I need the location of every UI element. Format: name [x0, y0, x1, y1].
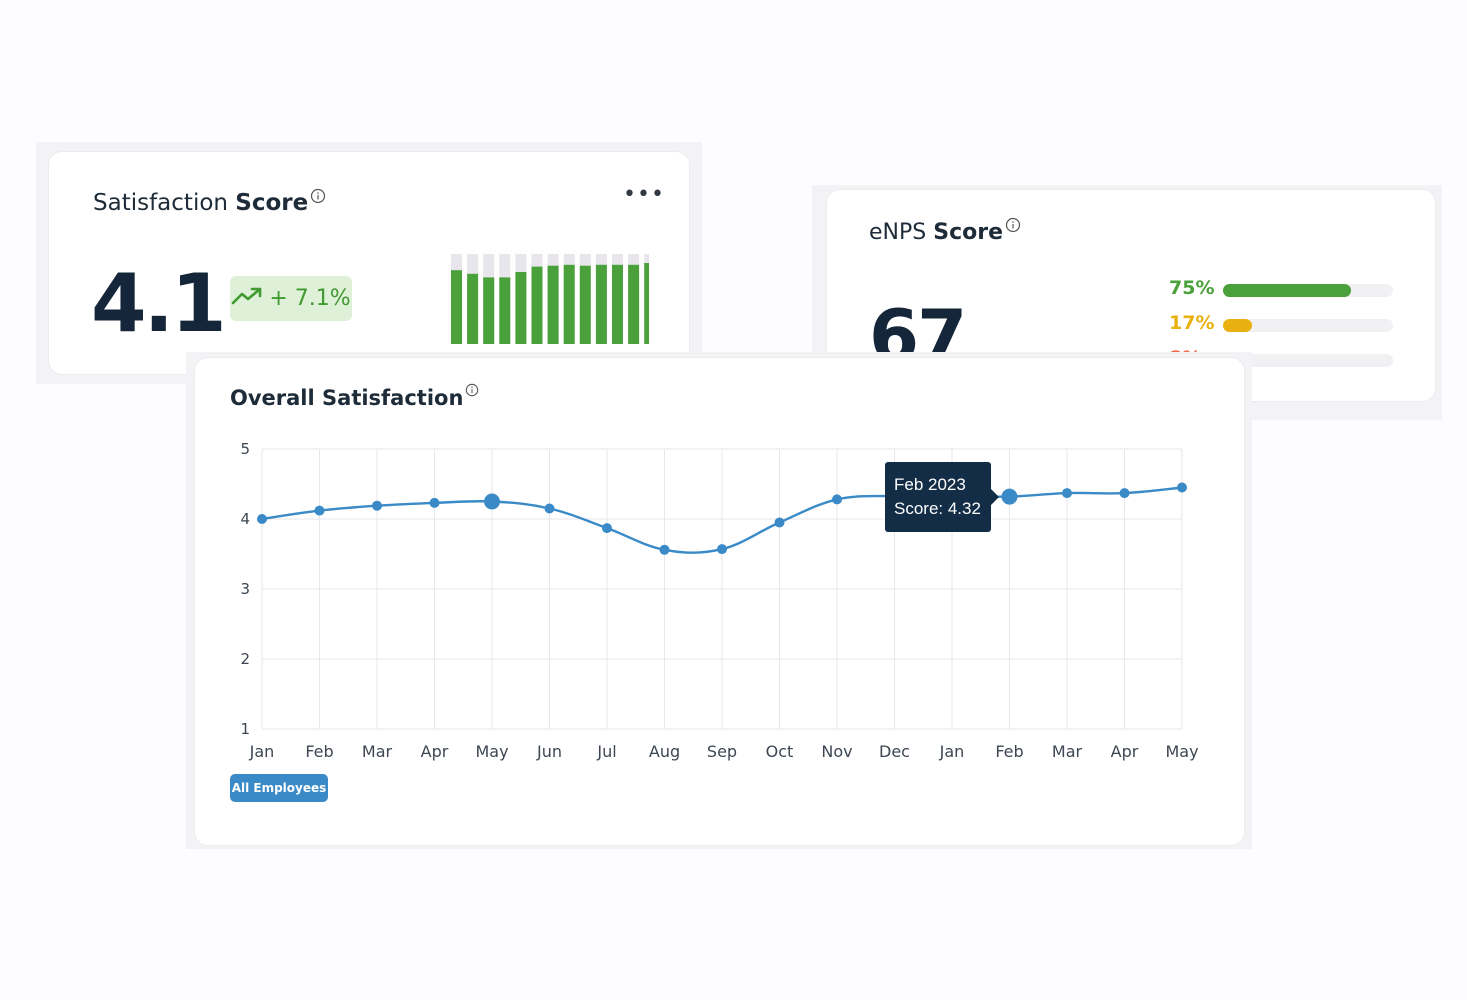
mini-bar	[531, 266, 543, 344]
mini-bar	[483, 277, 495, 344]
overall-satisfaction-card: Overall Satisfaction 1 2 3 4 5 Jan Feb Mar Apr Ma…	[194, 357, 1245, 846]
mini-bar	[499, 277, 511, 344]
x-tick-label: Jan	[249, 742, 275, 761]
y-tick-label: 3	[240, 580, 250, 598]
title-bold: Score	[933, 220, 1003, 245]
y-tick-label: 4	[240, 510, 250, 528]
trend-badge: + 7.1%	[230, 276, 352, 321]
mini-bar	[644, 263, 649, 344]
enps-bar-track	[1223, 284, 1393, 297]
tooltip-date: Feb 2023	[894, 475, 966, 494]
mini-bar	[547, 265, 559, 344]
x-tick-label: Apr	[421, 742, 449, 761]
trend-value: + 7.1%	[269, 286, 351, 311]
x-tick-label: Nov	[821, 742, 852, 761]
enps-bar-fill	[1223, 319, 1252, 332]
info-icon[interactable]	[1005, 214, 1021, 239]
enps-row-label: 75%	[1169, 277, 1215, 299]
y-tick-label: 1	[240, 720, 250, 738]
overall-title-text: Overall Satisfaction	[230, 386, 464, 410]
mini-bar	[451, 270, 462, 344]
data-point[interactable]	[717, 544, 727, 555]
mini-bar	[612, 264, 623, 344]
info-icon[interactable]	[465, 378, 479, 402]
mini-bar-chart	[451, 254, 649, 344]
data-point[interactable]	[659, 544, 670, 555]
x-tick-label: Mar	[362, 742, 393, 761]
tooltip-score: Score: 4.32	[894, 499, 981, 518]
more-options-button[interactable]: •••	[623, 182, 665, 207]
satisfaction-card-title: Satisfaction Score	[93, 188, 326, 216]
data-point[interactable]	[429, 497, 440, 508]
enps-card-title: eNPS Score	[869, 217, 1021, 245]
enps-bar-track	[1223, 319, 1393, 332]
satisfaction-score-card: Satisfaction Score ••• 4.1 + 7.1%	[48, 151, 690, 375]
overall-line-chart: 1 2 3 4 5 Jan Feb Mar Apr May Jun Jul Aug Sep Oct Nov De…	[240, 440, 1198, 761]
chart-tooltip: Feb 2023 Score: 4.32	[885, 462, 999, 532]
y-tick-label: 2	[240, 650, 250, 668]
enps-bar-fill	[1223, 284, 1351, 297]
enps-row-label: 17%	[1169, 312, 1215, 334]
x-tick-label: May	[475, 742, 508, 761]
title-bold: Score	[235, 190, 309, 216]
overall-card-title: Overall Satisfaction	[230, 383, 479, 410]
data-point[interactable]	[314, 505, 325, 516]
enps-row-passives: 17%	[1169, 312, 1409, 335]
data-point[interactable]	[372, 500, 382, 511]
mini-bar	[595, 264, 607, 344]
trend-up-icon	[231, 286, 263, 312]
mini-bar	[579, 265, 591, 344]
mini-bar	[563, 264, 575, 344]
satisfaction-score-value: 4.1	[91, 257, 227, 350]
enps-row-promoters: 75%	[1169, 277, 1409, 300]
data-point[interactable]	[1177, 482, 1187, 493]
y-tick-label: 5	[240, 440, 250, 458]
x-tick-label: Mar	[1052, 742, 1083, 761]
x-tick-label: Jan	[939, 742, 965, 761]
mini-bar	[628, 264, 640, 344]
mini-bar	[515, 272, 527, 344]
x-tick-label: Sep	[707, 742, 737, 761]
data-point[interactable]	[1001, 488, 1018, 505]
x-tick-label: Jul	[596, 742, 616, 761]
data-point[interactable]	[774, 517, 785, 528]
x-tick-label: Oct	[766, 742, 794, 761]
x-tick-label: Dec	[879, 742, 910, 761]
all-employees-filter-button[interactable]: All Employees	[230, 774, 328, 802]
x-tick-label: Feb	[995, 742, 1023, 761]
data-point[interactable]	[544, 503, 555, 514]
x-tick-label: Apr	[1111, 742, 1139, 761]
x-tick-label: Aug	[649, 742, 680, 761]
title-prefix: Satisfaction	[93, 190, 236, 216]
data-point[interactable]	[484, 493, 500, 510]
x-tick-label: Feb	[305, 742, 333, 761]
data-point[interactable]	[1119, 488, 1130, 499]
x-tick-label: May	[1165, 742, 1198, 761]
data-point[interactable]	[832, 494, 842, 505]
data-point[interactable]	[1062, 488, 1072, 499]
data-point[interactable]	[257, 514, 267, 524]
x-tick-label: Jun	[536, 742, 562, 761]
title-prefix: eNPS	[869, 220, 934, 245]
mini-bar	[467, 273, 479, 344]
info-icon[interactable]	[310, 184, 326, 210]
data-point[interactable]	[602, 523, 612, 534]
